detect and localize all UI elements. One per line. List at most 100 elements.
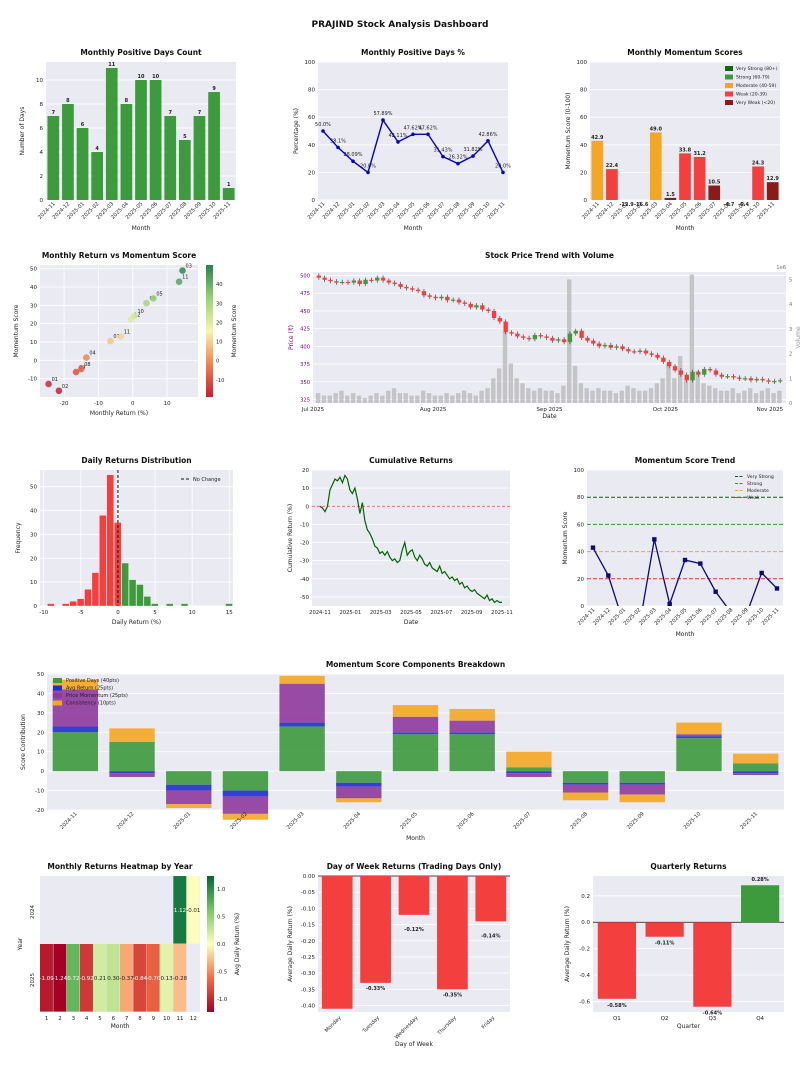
stacked-bar-segment [336,786,382,799]
x-tick-label: 9 [152,1016,156,1022]
y-tick-label: 375 [300,362,310,368]
plot-area [40,470,233,606]
y-tick-label: 475 [300,291,310,297]
y2-tick-label: 5 [789,277,792,283]
y-tick-label: 0 [306,504,310,510]
volume-bar [637,390,642,403]
data-point [411,132,415,137]
x-axis-label: Month [676,631,695,638]
point-value-label: 47.62% [418,125,437,131]
bar-value-label: -0.58% [607,1003,626,1009]
candle-body [468,303,473,308]
y-tick-label: 10 [30,580,37,586]
volume-bar [777,390,782,403]
y-tick-label: 40 [580,143,587,149]
legend: No Change [181,477,221,483]
y-axis-label: Score Contribution [20,714,27,770]
candle-body [392,282,397,285]
x-tick-label: Q4 [756,1016,764,1022]
x-tick-label: 2025-11 [739,811,759,831]
candle-body [410,288,415,290]
legend-swatch [725,100,733,105]
stacked-bar-segment [392,734,439,772]
x-axis-label: Date [404,619,419,626]
chart-momentum-trend: 0204060801002024-112024-122025-012025-02… [562,456,783,638]
y-tick-label: 20 [302,468,309,474]
y-tick-label: 20 [580,170,587,176]
volume-bar [590,390,595,403]
colorbar-tick-label: 0.0 [217,942,225,948]
data-point [441,154,445,159]
stacked-bar-segment [392,705,439,717]
volume-bar [415,395,420,403]
y-tick-label: -0.2 [579,947,590,953]
dashboard-title: PRAJIND Stock Analysis Dashboard [312,20,489,30]
volume-bar [602,390,607,403]
bar [179,140,191,200]
stacked-bar-segment [166,784,212,791]
candle-body [550,337,555,341]
bar-value-label: -4.7 [723,202,734,208]
stacked-bar-segment [222,790,269,797]
heatmap-cell-label: -0.01 [186,908,200,914]
bar [76,128,89,200]
y2-tick-label: 3 [789,327,792,333]
chart-title: Monthly Momentum Scores [627,48,743,57]
y-tick-label: 10 [302,486,309,492]
stacked-bar-segment [506,771,552,774]
data-point [321,129,325,133]
candle-body [754,378,759,381]
chart-title: Monthly Positive Days % [361,48,465,57]
bar-value-label: -0.12% [404,927,423,933]
candle-body [544,336,549,338]
volume-bar [572,365,578,403]
bar [606,169,618,200]
volume-bar [374,393,379,403]
candle-body [731,376,736,378]
data-point [381,118,385,122]
y-tick-label: 8 [40,102,44,108]
x-tick-label: Aug 2025 [420,407,447,413]
stacked-bar-segment [109,773,155,777]
x-tick-label: 3 [72,1016,76,1022]
y-axis-label: Momentum Score [562,511,569,564]
y2-tick-label: 0 [789,401,792,407]
x-tick-label: 15 [226,610,233,616]
heatmap-cell-label: 0.13 [161,976,174,982]
stacked-bar-segment [52,726,99,733]
bar [597,922,636,999]
stacked-bar-segment [166,804,212,809]
x-tick-label: 2025-01 [173,811,193,831]
bar-value-label: -0.33% [366,986,385,992]
x-tick-label: 2025-03 [370,610,392,616]
candle-body [620,346,625,350]
legend-label: Positive Days (40pts) [66,678,119,684]
y-tick-label: 100 [577,60,588,66]
bar-value-label: 10 [138,74,145,80]
volume-bar [508,363,514,403]
volume-bar [683,380,689,403]
y-tick-label: 50 [30,485,37,491]
candle-body [526,337,532,340]
volume-bar [561,385,566,403]
bar [437,876,468,990]
candle-body [760,378,765,381]
stacked-bar-segment [676,736,722,739]
stacked-bar-segment [732,773,779,776]
x-tick-label: Monday [324,1015,343,1034]
bar-value-label: 24.3 [752,160,765,166]
point-value-label: 47.62% [403,125,422,131]
chart-quarterly: -0.6 -0.4 -0.2 0.0 0.2 -0.58% -0.11% -0.64% 0.28… [564,862,784,1030]
volume-bar [724,390,730,403]
volume-bar [631,388,636,403]
data-point [366,170,370,175]
volume-bar [327,395,332,403]
trend-marker [667,601,672,606]
legend-label: Very Weak (<20) [736,100,775,106]
chart-title: Monthly Return vs Momentum Score [42,251,196,260]
colorbar-tick-label: 30 [216,301,223,307]
volume-bar [742,390,747,403]
y-tick-label: 40 [577,550,584,556]
trend-marker [774,586,780,591]
